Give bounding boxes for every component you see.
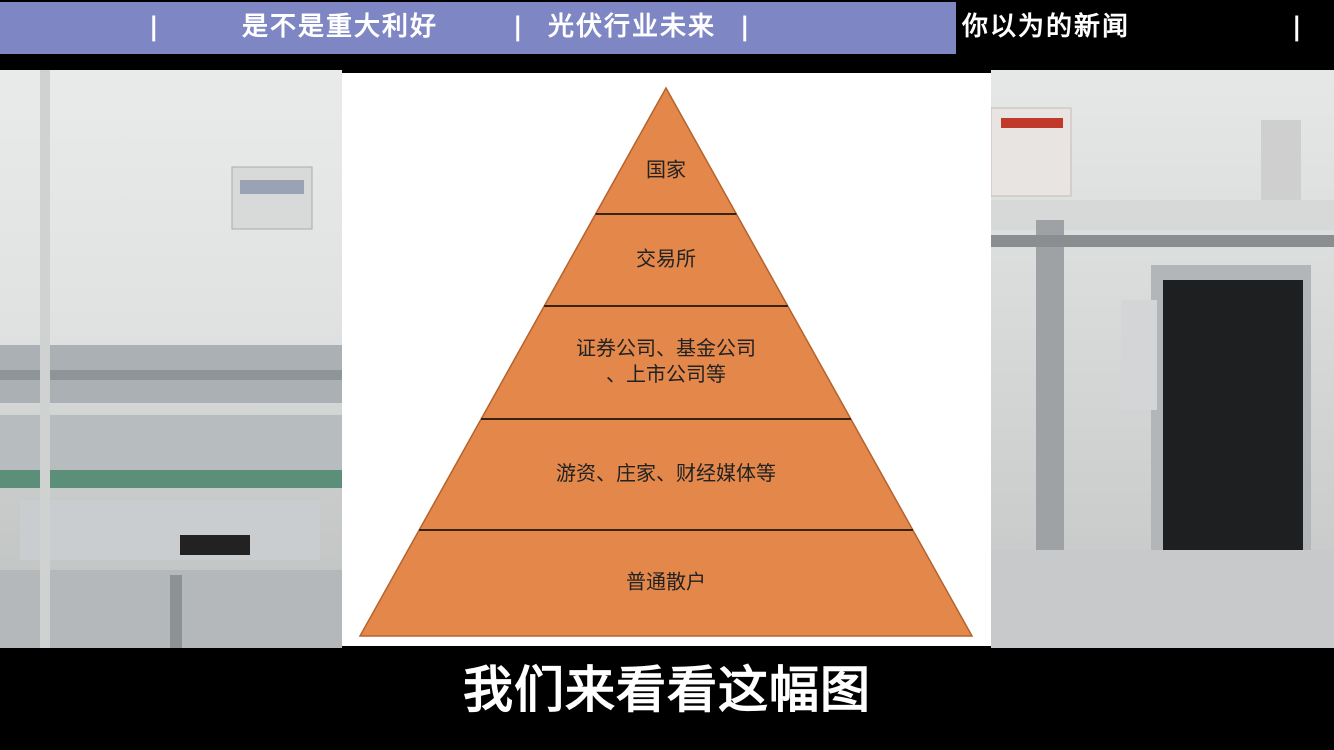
- title-segment-1: 是不是重大利好: [242, 12, 439, 42]
- pyramid-level-label: 、上市公司等: [606, 362, 726, 386]
- pyramid-shape: [358, 86, 974, 637]
- video-background-right: [990, 70, 1334, 648]
- pyramid-level-label: 国家: [646, 158, 686, 182]
- video-background-left: [0, 70, 342, 648]
- separator: |: [1292, 12, 1302, 42]
- title-segment-3: 你以为的新闻: [962, 12, 1131, 42]
- factory-scene-right: [990, 107, 1334, 648]
- separator: |: [149, 12, 159, 42]
- factory-scene-left: [0, 70, 342, 648]
- pyramid-level-label: 证券公司、基金公司: [576, 336, 756, 360]
- separator: |: [740, 12, 750, 42]
- top-title-bar: | 是不是重大利好 | 光伏行业未来 | 你以为的新闻 |: [0, 0, 1334, 56]
- diagram-card: 国家交易所证券公司、基金公司 、上市公司等游资、庄家、财经媒体等 普通散户: [342, 73, 991, 646]
- title-segment-2: 光伏行业未来: [548, 12, 717, 42]
- pyramid-level-label: 交易所: [636, 247, 696, 271]
- title-bar-left: [0, 2, 956, 54]
- subtitle-text: 我们来看看这幅图: [463, 661, 871, 719]
- pyramid-level-label: 游资、庄家、财经媒体等: [556, 461, 776, 485]
- subtitle-bar: [0, 648, 1334, 750]
- video-frame: [0, 70, 1334, 648]
- title-bar-right: [956, 2, 1334, 54]
- separator: |: [513, 12, 523, 42]
- pyramid-level-label: 普通散户: [626, 570, 706, 594]
